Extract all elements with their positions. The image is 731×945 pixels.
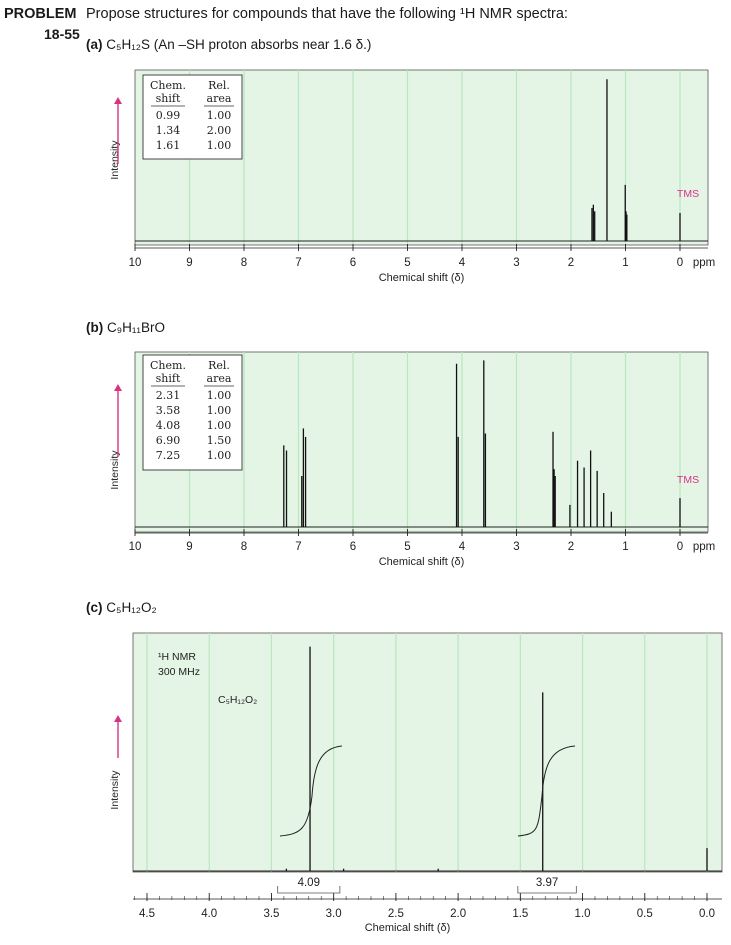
x-tick-label: 0.0 xyxy=(699,908,715,920)
x-tick-label: 0.5 xyxy=(637,908,653,920)
table-header: Chem. xyxy=(150,79,186,92)
table-cell: 4.08 xyxy=(156,419,181,432)
table-cell: 1.00 xyxy=(207,109,232,122)
y-axis-title: Intensity xyxy=(109,770,121,810)
data-table xyxy=(142,74,243,160)
x-tick-label: 1 xyxy=(622,541,628,553)
table-header: Chem. xyxy=(150,359,186,372)
table-header: shift xyxy=(156,372,181,385)
part-c-heading: (c) C₅H₁₂O₂ xyxy=(86,600,157,615)
table-header: shift xyxy=(156,92,181,105)
integral-bracket xyxy=(517,886,577,894)
formula-label: C₅H₁₂O₂ xyxy=(218,694,257,706)
x-tick-label: 8 xyxy=(241,541,247,553)
table-cell: 6.90 xyxy=(156,434,181,447)
x-tick-label: 2 xyxy=(568,257,574,269)
x-tick-label: 5 xyxy=(404,541,410,553)
y-axis-title: Intensity xyxy=(109,140,121,180)
x-tick-label: 1 xyxy=(622,257,628,269)
integral-label-bg xyxy=(288,875,329,889)
tms-label: TMS xyxy=(677,474,699,486)
x-tick-label: 0 xyxy=(677,541,683,553)
x-tick-label: 7 xyxy=(295,257,301,269)
table-header: area xyxy=(207,92,232,105)
x-axis-title: Chemical shift (δ) xyxy=(379,556,465,568)
table-cell: 1.00 xyxy=(207,449,232,462)
x-tick-label: 10 xyxy=(129,257,142,269)
integral-curve xyxy=(517,745,576,837)
table-header: Rel. xyxy=(208,359,230,372)
table-cell: 0.99 xyxy=(156,109,181,122)
x-tick-label: 9 xyxy=(186,541,192,553)
data-table xyxy=(142,354,243,471)
intensity-arrowhead xyxy=(114,97,122,104)
table-cell: 1.00 xyxy=(207,419,232,432)
annotation-line: 300 MHz xyxy=(158,666,200,678)
x-tick-label: 1.5 xyxy=(512,908,528,920)
table-header: area xyxy=(207,372,232,385)
table-cell: 1.61 xyxy=(156,139,181,152)
table-cell: 1.50 xyxy=(207,434,232,447)
table-header: Rel. xyxy=(208,79,230,92)
table-cell: 2.00 xyxy=(207,124,232,137)
table-cell: 7.25 xyxy=(156,449,181,462)
x-tick-label: 8 xyxy=(241,257,247,269)
table-cell: 1.34 xyxy=(156,124,181,137)
x-tick-label: 6 xyxy=(350,541,356,553)
x-tick-label: 4.0 xyxy=(201,908,217,920)
x-tick-label: 5 xyxy=(404,257,410,269)
table-cell: 2.31 xyxy=(156,389,181,402)
x-unit-label: ppm xyxy=(693,541,715,553)
x-tick-label: 3 xyxy=(513,257,519,269)
x-tick-label: 0 xyxy=(677,257,683,269)
x-tick-label: 4.5 xyxy=(139,908,155,920)
integral-bracket xyxy=(277,886,341,894)
x-tick-label: 10 xyxy=(129,541,142,553)
intensity-arrowhead xyxy=(114,384,122,391)
x-tick-label: 4 xyxy=(459,257,466,269)
intensity-arrowhead xyxy=(114,715,122,722)
x-tick-label: 2 xyxy=(568,541,574,553)
x-unit-label: ppm xyxy=(693,257,715,269)
table-cell: 1.00 xyxy=(207,389,232,402)
tms-label: TMS xyxy=(677,188,699,200)
part-b-heading: (b) C₉H₁₁BrO xyxy=(86,320,165,335)
x-tick-label: 9 xyxy=(186,257,192,269)
integral-label-bg xyxy=(527,875,568,889)
x-axis-title: Chemical shift (δ) xyxy=(379,272,465,284)
problem-text: Propose structures for compounds that ha… xyxy=(86,6,568,22)
x-tick-label: 2.0 xyxy=(450,908,466,920)
x-tick-label: 3.5 xyxy=(263,908,279,920)
x-tick-label: 3.0 xyxy=(326,908,342,920)
table-cell: 1.00 xyxy=(207,404,232,417)
x-tick-label: 7 xyxy=(295,541,301,553)
x-axis-title: Chemical shift (δ) xyxy=(365,922,451,934)
plot-background xyxy=(132,632,723,873)
x-tick-label: 2.5 xyxy=(388,908,404,920)
y-axis-title: Intensity xyxy=(109,450,121,490)
problem-label: PROBLEM xyxy=(4,6,77,22)
x-tick-label: 1.0 xyxy=(575,908,591,920)
x-tick-label: 4 xyxy=(459,541,466,553)
annotation-line: ¹H NMR xyxy=(158,651,196,663)
integral-value: 4.09 xyxy=(298,877,320,889)
table-cell: 1.00 xyxy=(207,139,232,152)
chart-2: 4.5 4.0 3.5 3.0 2.5 2.0 1.5 1.0 0.5 0.0 Chemical s… xyxy=(109,632,723,934)
problem-number: 18-55 xyxy=(44,26,80,42)
integral-curve xyxy=(279,745,343,837)
part-a-heading: (a) C₅H₁₂S (An –SH proton absorbs near 1… xyxy=(86,37,372,52)
x-tick-label: 6 xyxy=(350,257,356,269)
table-cell: 3.58 xyxy=(156,404,181,417)
integral-value: 3.97 xyxy=(536,877,558,889)
x-tick-label: 3 xyxy=(513,541,519,553)
